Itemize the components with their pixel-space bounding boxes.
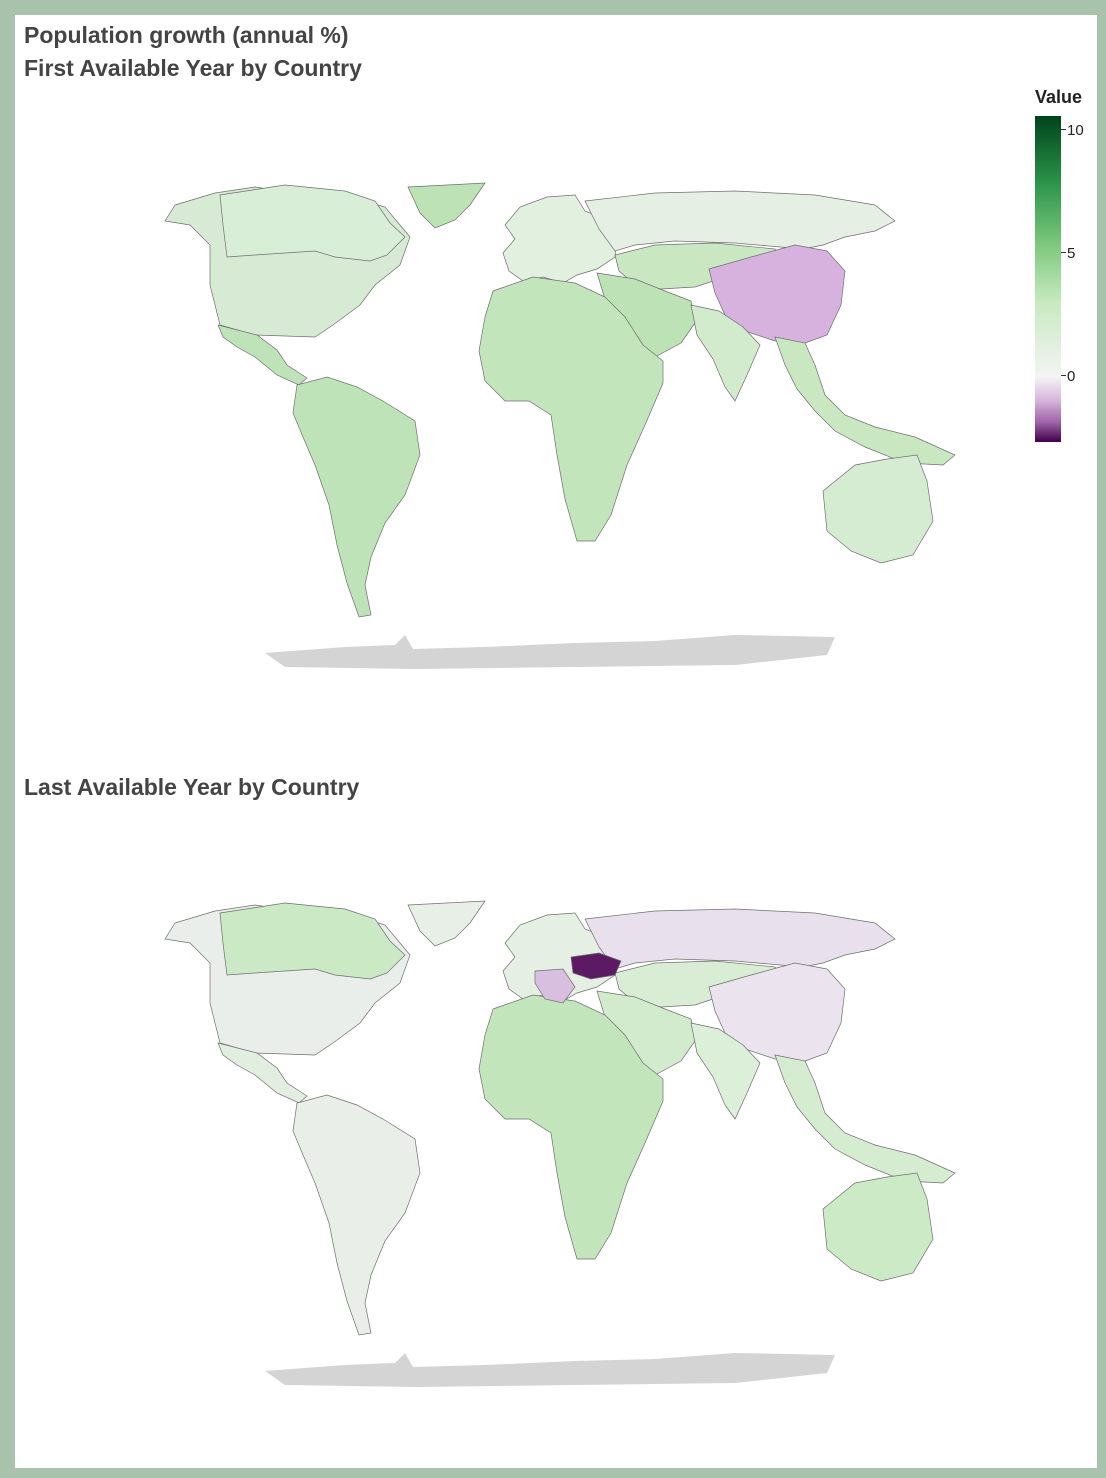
region-india [690, 1022, 761, 1120]
figure-panel: Population growth (annual %) First Avail… [15, 15, 1097, 1468]
legend-tick [1061, 252, 1066, 253]
legend-tick [1061, 129, 1066, 130]
region-australia [822, 1172, 934, 1282]
region-europe [502, 912, 618, 1002]
region-greenland [407, 182, 486, 229]
region-russia [584, 908, 896, 970]
region-canada [219, 184, 406, 262]
legend-tick [1061, 375, 1066, 376]
region-south-america [292, 376, 421, 618]
region-greenland [407, 900, 486, 947]
region-se-asia [774, 1054, 956, 1184]
region-se-asia [774, 336, 956, 466]
legend-gradient-bar [1035, 116, 1061, 442]
legend-tick-label-10: 10 [1067, 122, 1084, 139]
region-ukraine [570, 952, 622, 980]
legend-tick-label-0: 0 [1067, 368, 1076, 385]
region-antarctica [265, 1353, 835, 1387]
region-russia [584, 190, 896, 252]
region-antarctica [265, 635, 835, 669]
region-india [690, 304, 761, 402]
legend-title: Value [1035, 87, 1083, 107]
region-africa [478, 276, 664, 542]
last-map-title: Last Available Year by Country [24, 774, 360, 800]
color-legend: Value 10 5 0 [1033, 87, 1097, 467]
region-australia [822, 454, 934, 564]
region-south-america [292, 1094, 421, 1336]
first-year-map [164, 182, 956, 669]
legend-tick-label-5: 5 [1067, 245, 1076, 262]
region-canada [219, 902, 406, 980]
region-europe [502, 194, 618, 284]
last-year-map [164, 900, 956, 1387]
chart-title: Population growth (annual %) [24, 22, 349, 48]
first-map-title: First Available Year by Country [24, 55, 362, 81]
region-africa [478, 994, 664, 1260]
region-balkans [534, 968, 576, 1004]
